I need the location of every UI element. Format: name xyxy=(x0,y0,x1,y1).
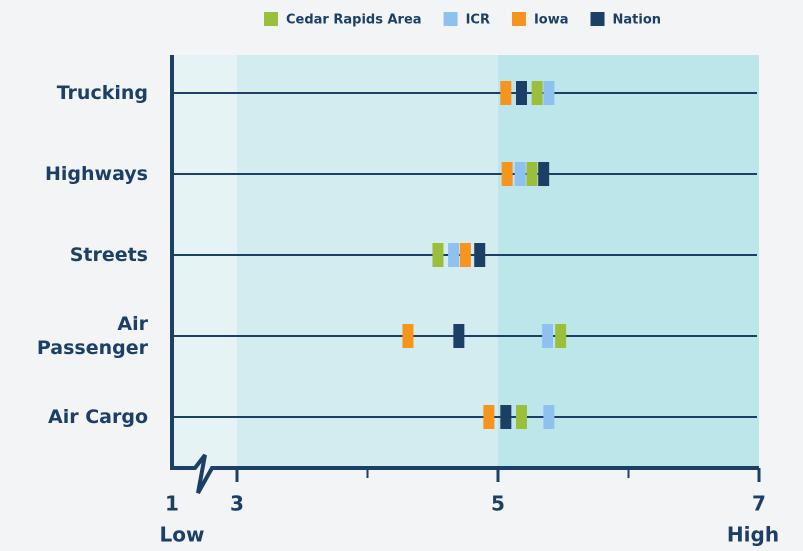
marker xyxy=(542,324,553,348)
category-label: Air Cargo xyxy=(8,405,148,429)
x-tick-label: 3 xyxy=(230,492,244,516)
marker xyxy=(500,81,511,105)
legend-label: Nation xyxy=(613,13,662,28)
marker xyxy=(453,324,464,348)
marker xyxy=(526,162,537,186)
marker xyxy=(516,81,527,105)
marker xyxy=(538,162,549,186)
legend-swatch xyxy=(444,12,458,26)
legend-label: ICR xyxy=(466,13,490,28)
legend-label: Cedar Rapids Area xyxy=(286,13,422,28)
legend-swatch xyxy=(264,12,278,26)
legend-swatch xyxy=(512,12,526,26)
category-label: Highways xyxy=(8,162,148,186)
marker xyxy=(460,243,471,267)
marker xyxy=(500,405,511,429)
category-label: Air Passenger xyxy=(8,312,148,360)
marker xyxy=(483,405,494,429)
category-label: Streets xyxy=(8,243,148,267)
marker xyxy=(502,162,513,186)
marker xyxy=(555,324,566,348)
marker xyxy=(543,405,554,429)
x-tick-label: 5 xyxy=(491,492,505,516)
category-label: Trucking xyxy=(8,81,148,105)
high-label: High xyxy=(727,523,779,547)
marker xyxy=(432,243,443,267)
marker xyxy=(402,324,413,348)
x-tick-label: 7 xyxy=(752,492,766,516)
marker xyxy=(515,162,526,186)
legend-swatch xyxy=(591,12,605,26)
marker xyxy=(474,243,485,267)
page: 1 3 5 7 Low High Cedar Rapids Area ICR Iowa Natio… xyxy=(0,0,803,551)
legend-label: Iowa xyxy=(534,13,569,28)
marker xyxy=(532,81,543,105)
x-tick-label: 1 xyxy=(165,492,179,516)
marker xyxy=(448,243,459,267)
band xyxy=(172,55,237,468)
band xyxy=(498,55,759,468)
marker xyxy=(543,81,554,105)
marker xyxy=(516,405,527,429)
low-label: Low xyxy=(160,523,205,547)
